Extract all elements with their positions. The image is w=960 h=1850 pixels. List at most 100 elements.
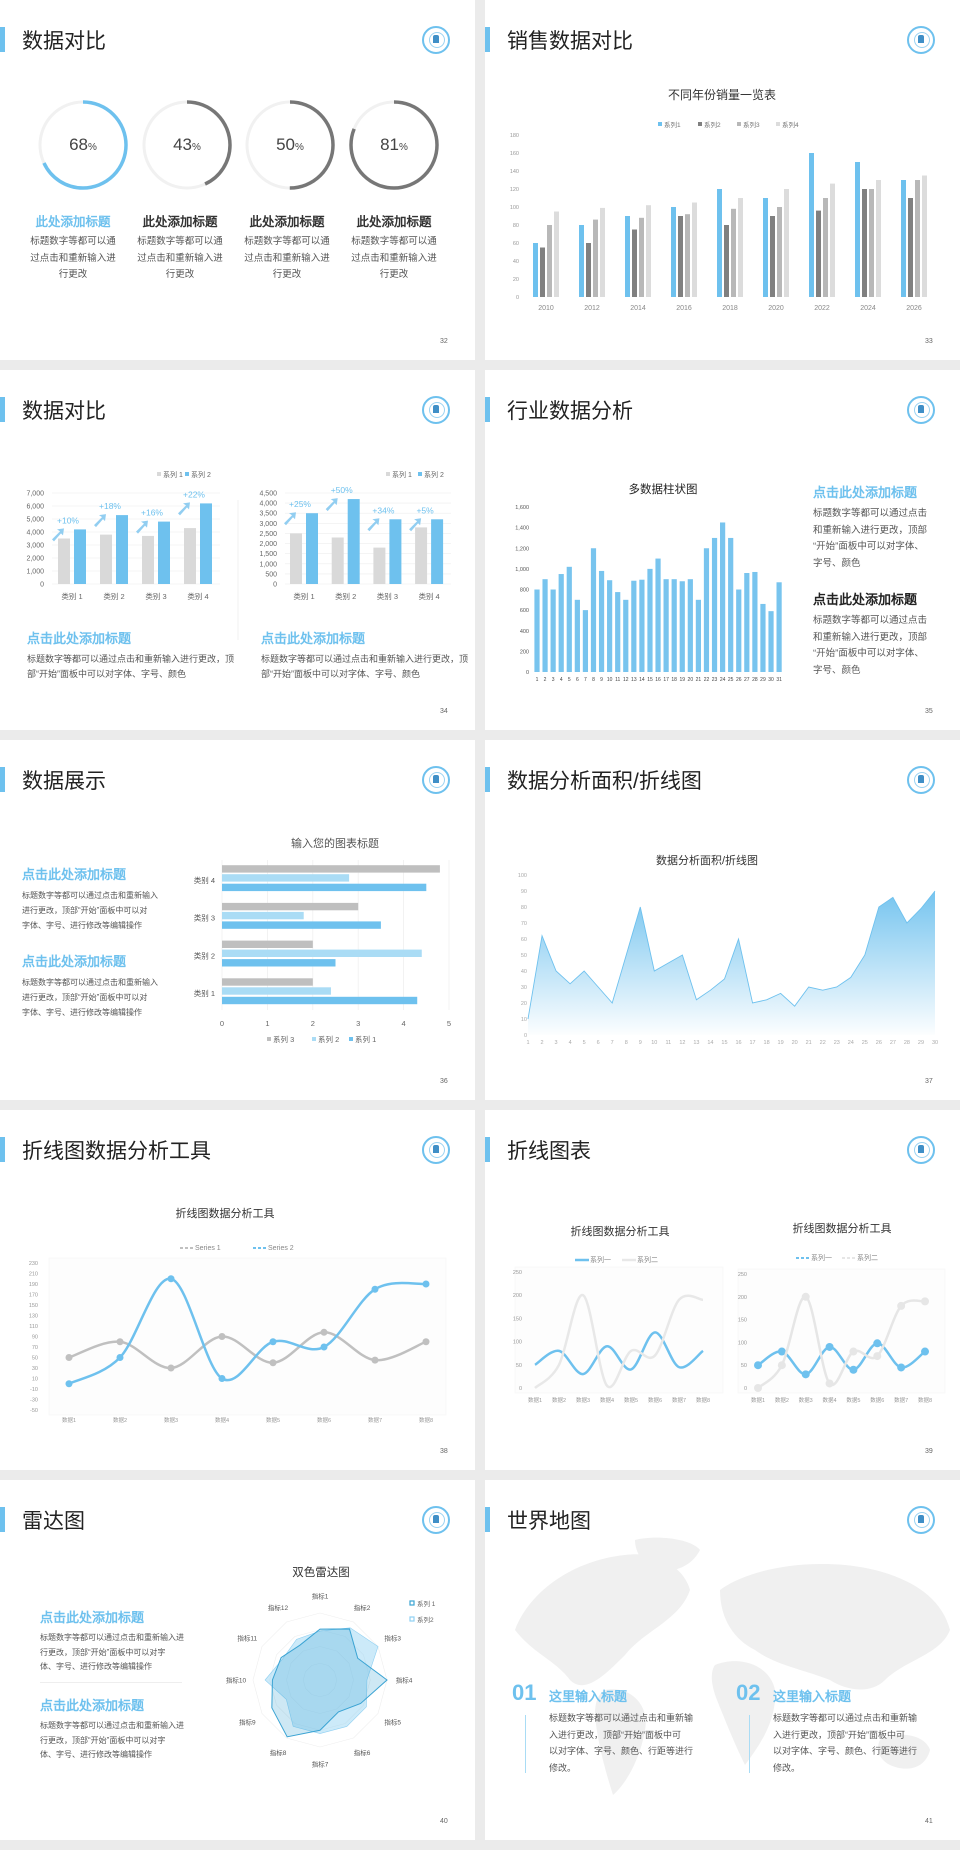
y-tick-label: 6,000 [26, 504, 44, 511]
ring-caption: 此处添加标题 标题数字等都可以通 过点击和重新输入进 行更改 [339, 211, 449, 284]
legend-label: 系列 1 [355, 1034, 376, 1044]
slide-title: 世界地图 [507, 1510, 591, 1533]
y-tick-label: 190 [29, 1282, 38, 1288]
y-tick-label: 2,500 [259, 531, 277, 538]
x-tick-label: 16 [655, 677, 661, 683]
legend-label: 系列1 [664, 120, 681, 129]
block-line: 行更改，顶部“开始”面板中可以对字 [40, 1647, 166, 1657]
y-tick-label: 120 [510, 187, 519, 193]
bar [763, 198, 768, 297]
y-tick-label: 80 [521, 905, 527, 911]
x-tick-label: 28 [904, 1040, 910, 1046]
ring-value: 43% [173, 135, 201, 154]
data-point [849, 1365, 858, 1374]
bar [901, 180, 906, 297]
block-line: 标题数字等都可以通过点击和重新输入进 [40, 1721, 184, 1730]
y-tick-label: 200 [513, 1293, 522, 1299]
y-tick-label: 70 [521, 921, 527, 927]
y-tick-label: 180 [510, 133, 519, 139]
block-line: 字体、字号、进行修改等编辑操作 [22, 921, 142, 930]
y-tick-label: 500 [265, 571, 277, 578]
block-line: “开始”面板中可以对字体、 [813, 541, 924, 552]
x-tick-label: 6 [597, 1040, 600, 1046]
x-tick-label: 17 [663, 677, 669, 683]
bar [625, 216, 630, 297]
y-tick-label: 1,600 [515, 505, 529, 511]
bar [632, 229, 637, 297]
growth-arrow-icon [94, 514, 106, 528]
data-point [167, 1275, 175, 1283]
data-point [167, 1364, 175, 1372]
x-tick-label: 数据3 [164, 1416, 178, 1424]
bar [639, 217, 644, 297]
x-tick-label: 2020 [768, 305, 784, 312]
y-tick-label: 400 [520, 629, 529, 635]
bar [222, 883, 427, 892]
x-tick-label: 29 [760, 677, 766, 683]
x-tick-label: 24 [720, 677, 726, 683]
x-tick-label: 21 [806, 1040, 812, 1046]
series-line [534, 1331, 704, 1376]
y-tick-label: 90 [521, 889, 527, 895]
category-label: 类别 4 [194, 875, 215, 885]
series-line [534, 1293, 704, 1389]
bar [222, 978, 313, 986]
axis-label: 指标5 [384, 1718, 401, 1727]
x-tick-label: 数据2 [552, 1396, 566, 1404]
x-tick-label: 18 [764, 1040, 770, 1046]
block-line: 入进行更改，顶部“开始”面板中可 [773, 1729, 905, 1740]
y-tick-label: 30 [521, 985, 527, 991]
x-tick-label: 12 [623, 677, 629, 683]
slide-37: 数据分析面积/折线图 数据分析面积/折线图 0 10 20 30 40 50 60 70 80 90… [485, 740, 960, 1100]
x-tick-label: 类别 3 [145, 591, 166, 601]
radar-grid-ring [286, 1646, 354, 1714]
x-tick-label: 23 [834, 1040, 840, 1046]
x-tick-label: 0 [220, 1019, 224, 1028]
bar [869, 189, 874, 297]
y-tick-label: 100 [510, 205, 519, 211]
block-line: 修改。 [773, 1762, 801, 1773]
x-tick-label: 数据4 [823, 1396, 837, 1404]
bar [534, 589, 540, 672]
y-tick-label: 0 [516, 295, 519, 301]
block-heading: 点击此处添加标题 [27, 631, 132, 646]
item-number: 01 [512, 1680, 537, 1705]
block-line: 体、字号、进行修改等编辑操作 [40, 1750, 152, 1759]
data-point [218, 1375, 226, 1382]
horizontal-bar-chart: 输入您的图表标题 0 1 2 3 4 5 类别 1 类别 2 类别 3 类别 4 系列 3 系列 2 系列… [194, 836, 451, 1044]
growth-arrow-icon [178, 502, 190, 516]
x-tick-label: 19 [778, 1040, 784, 1046]
caption-heading: 此处添加标题 [35, 215, 111, 229]
x-tick-label: 7 [584, 677, 587, 683]
y-tick-label: 50 [741, 1363, 747, 1369]
chart-title: 折线图数据分析工具 [176, 1206, 275, 1220]
block-line: 标题数字等都可以通过点击和重新输入进行更改，顶 [27, 654, 235, 664]
legend-swatch [658, 122, 662, 126]
y-tick-label: 30 [32, 1366, 38, 1372]
bar [830, 183, 835, 297]
x-tick-label: 26 [736, 677, 742, 683]
y-tick-label: 50 [32, 1356, 38, 1362]
legend-label: Series 1 [195, 1245, 221, 1252]
title-accent-bar [0, 1507, 5, 1532]
item-divider [525, 1715, 526, 1773]
block-line: 字号、颜色 [813, 557, 861, 569]
axis-label: 指标8 [270, 1748, 287, 1757]
growth-annotation: +18% [99, 501, 121, 511]
bar [540, 247, 545, 297]
x-tick-label: 数据7 [368, 1416, 382, 1424]
legend-label: 系列4 [782, 120, 799, 129]
y-tick-label: -50 [30, 1408, 38, 1414]
bar [663, 579, 669, 672]
chart-title: 双色雷达图 [292, 1565, 350, 1579]
x-tick-label: 22 [820, 1040, 826, 1046]
block-line: 标题数字等都可以通过点击和重新输入进行更改，顶 [261, 654, 469, 664]
x-tick-label: 12 [679, 1040, 685, 1046]
bar [200, 503, 212, 584]
bar [579, 225, 584, 297]
bar [547, 225, 552, 297]
x-tick-label: 数据6 [648, 1396, 662, 1404]
block-line: 字体、字号、进行修改等编辑操作 [22, 1008, 142, 1017]
block-line: 部“开始”面板中可以对字体、字号、颜色 [261, 669, 420, 679]
caption-line: 过点击和重新输入进 [244, 252, 330, 264]
